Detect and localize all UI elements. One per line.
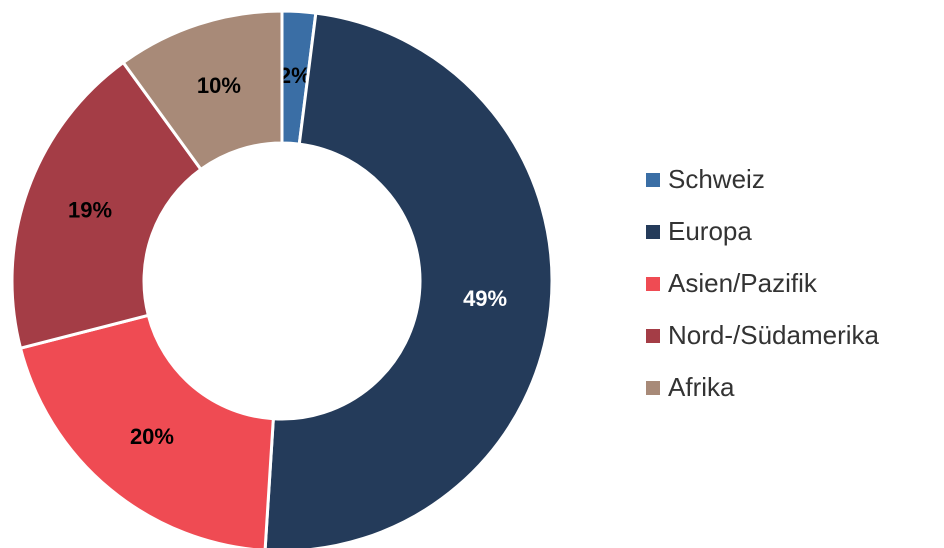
legend-swatch bbox=[646, 277, 660, 291]
data-label: 49% bbox=[463, 286, 507, 311]
legend-label: Asien/Pazifik bbox=[668, 268, 818, 298]
legend-label: Schweiz bbox=[668, 164, 765, 194]
slice bbox=[18, 313, 275, 548]
legend-label: Nord-/Südamerika bbox=[668, 320, 880, 350]
data-label: 10% bbox=[197, 73, 241, 98]
legend-label: Europa bbox=[668, 216, 752, 246]
legend-swatch bbox=[646, 225, 660, 239]
legend-label: Afrika bbox=[668, 372, 735, 402]
legend-swatch bbox=[646, 329, 660, 343]
slice bbox=[121, 9, 284, 172]
slice bbox=[263, 11, 554, 548]
legend-swatch bbox=[646, 173, 660, 187]
data-label: 19% bbox=[68, 198, 112, 223]
slice bbox=[10, 60, 203, 350]
legend-swatch bbox=[646, 381, 660, 395]
data-label: 20% bbox=[130, 424, 174, 449]
